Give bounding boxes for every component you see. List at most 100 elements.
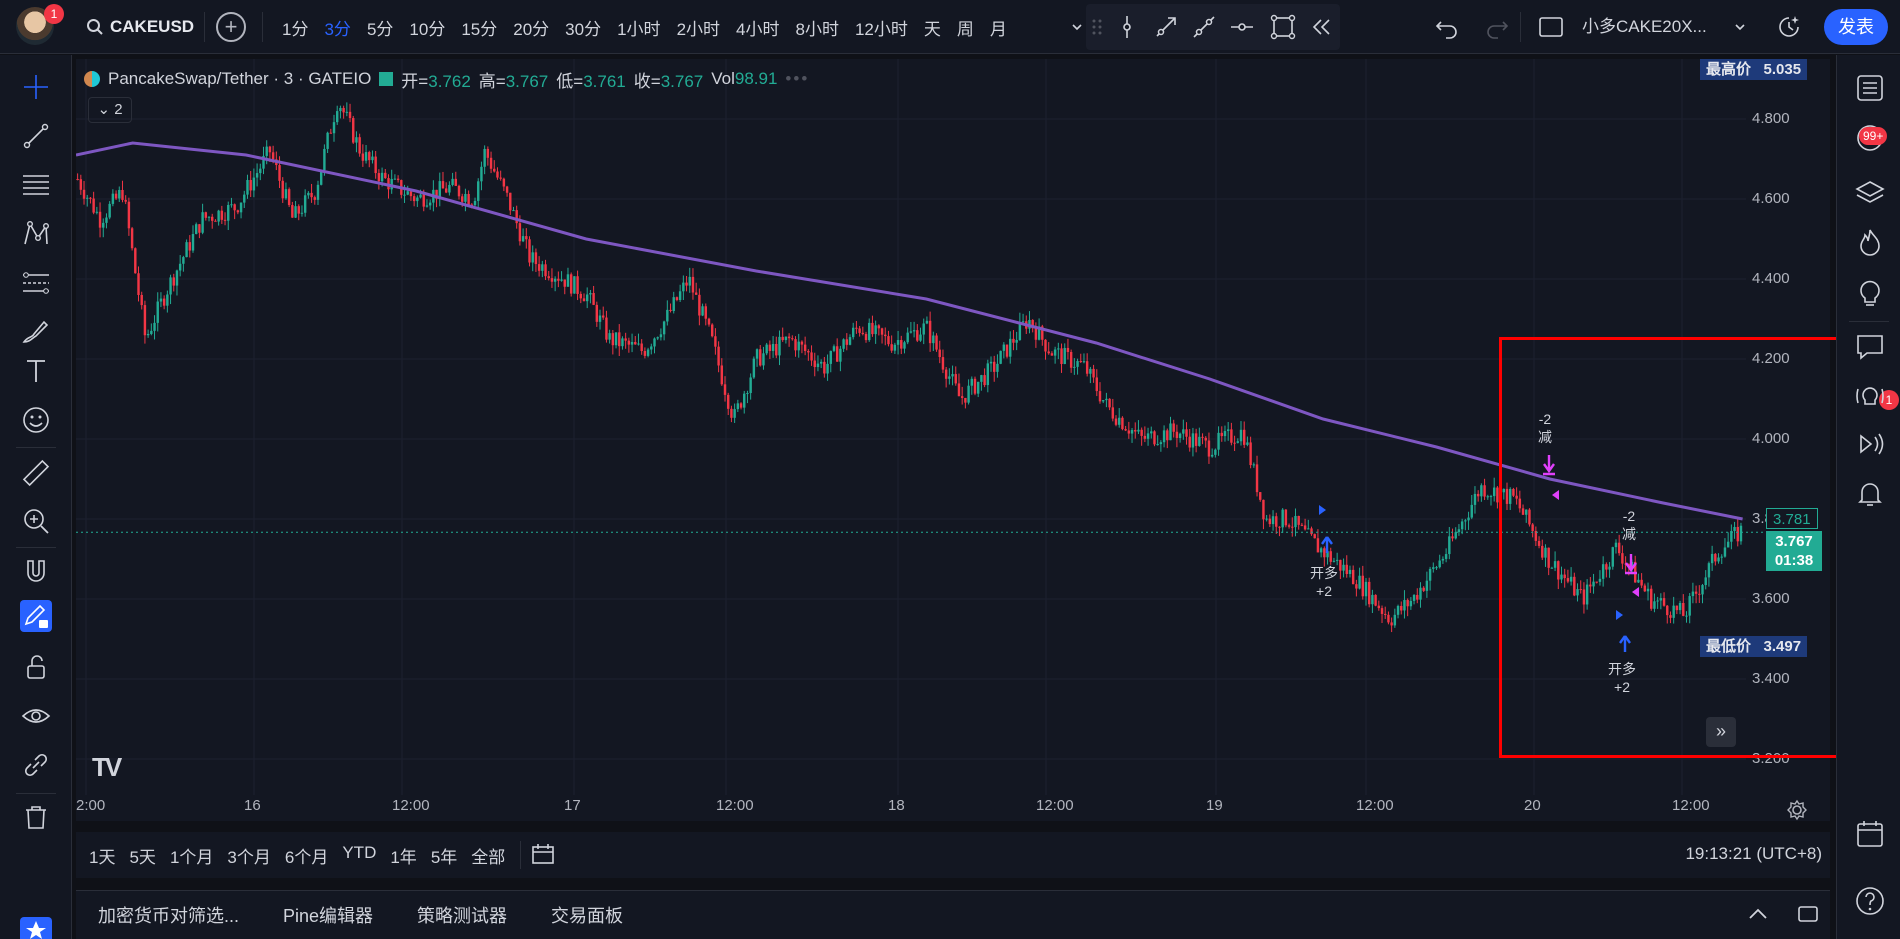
candle-body	[1569, 576, 1573, 582]
interval-button[interactable]: 3分	[324, 19, 351, 39]
hotlist-flame-icon[interactable]	[1853, 226, 1887, 260]
interval-button[interactable]: 周	[956, 19, 974, 39]
interval-button[interactable]: 20分	[513, 19, 550, 39]
symbol-search-button[interactable]: CAKEUSD	[86, 12, 194, 42]
compare-symbol-button[interactable]: +	[216, 12, 246, 42]
scroll-to-realtime-button[interactable]: »	[1706, 717, 1736, 747]
unlock-icon[interactable]	[20, 651, 52, 683]
layout-name-button[interactable]: 小多CAKE20X...	[1582, 17, 1707, 36]
zoom-in-icon[interactable]	[20, 505, 52, 537]
legend-title[interactable]: PancakeSwap/Tether · 3 · GATEIO	[108, 69, 372, 88]
interval-button[interactable]: 天	[923, 19, 941, 39]
time-axis[interactable]: 2:00 16 12:00 17 12:00 18 12:00 19 12:00 20 12:00	[76, 797, 1830, 821]
publish-button[interactable]: 发表	[1824, 9, 1888, 45]
interval-button[interactable]: 30分	[565, 19, 602, 39]
interval-button[interactable]: 12小时	[854, 19, 908, 39]
eye-icon[interactable]	[20, 700, 52, 732]
lock-drawings-button[interactable]	[20, 600, 52, 632]
chart-pane[interactable]	[75, 59, 1830, 821]
panel-tab[interactable]: 加密货币对筛选...	[98, 906, 240, 926]
ideas-stream-icon[interactable]	[1853, 379, 1887, 413]
candle-body	[300, 212, 304, 214]
prediction-tool-icon[interactable]	[20, 267, 52, 299]
panel-tab[interactable]: 交易面板	[551, 906, 624, 926]
range-button[interactable]: 6个月	[284, 847, 329, 867]
brush-icon[interactable]	[20, 316, 52, 348]
vertical-line-icon[interactable]	[1114, 14, 1140, 40]
settings-gear-icon[interactable]	[1786, 799, 1808, 821]
replay-stream-icon[interactable]	[1853, 427, 1887, 461]
rectangle-icon[interactable]	[1268, 12, 1298, 42]
candle-body	[182, 257, 185, 264]
fib-retracement-icon[interactable]	[20, 169, 52, 201]
layout-icon[interactable]	[1536, 12, 1566, 42]
trend-line-icon[interactable]	[1191, 14, 1217, 40]
interval-button[interactable]: 4小时	[736, 19, 780, 39]
pattern-tool-icon[interactable]	[20, 218, 52, 250]
price-chart[interactable]	[75, 59, 1830, 821]
interval-button[interactable]: 8小时	[795, 19, 839, 39]
horizontal-ray-icon[interactable]	[1229, 14, 1255, 40]
range-button[interactable]: 1个月	[169, 847, 214, 867]
magnet-icon[interactable]	[20, 556, 52, 588]
emoji-icon[interactable]	[20, 404, 52, 436]
chevron-down-icon[interactable]	[1070, 20, 1084, 34]
trend-line-tool-icon[interactable]	[20, 120, 52, 152]
calendar-icon[interactable]	[1853, 817, 1887, 851]
goto-date-icon[interactable]	[529, 841, 557, 869]
range-button[interactable]: 1天	[89, 847, 116, 867]
undo-icon[interactable]	[1432, 12, 1462, 42]
notifications-bell-icon[interactable]	[1853, 476, 1887, 510]
range-button[interactable]: YTD	[342, 842, 377, 862]
favorites-star-button[interactable]	[20, 917, 52, 939]
candle-body	[1085, 361, 1089, 374]
interval-button[interactable]: 10分	[409, 19, 446, 39]
panel-tab[interactable]: 策略测试器	[417, 906, 508, 926]
link-icon[interactable]	[20, 749, 52, 781]
timezone-clock[interactable]: 19:13:21 (UTC+8)	[1685, 844, 1822, 863]
chevron-up-icon[interactable]	[1744, 900, 1772, 928]
candle-body	[835, 346, 839, 362]
chevron-down-icon[interactable]	[1733, 20, 1747, 34]
range-button[interactable]: 全部	[471, 847, 506, 867]
candle-body	[585, 294, 589, 302]
candle-body	[287, 189, 291, 206]
arrow-line-icon[interactable]	[1153, 14, 1179, 40]
maximize-panel-icon[interactable]	[1794, 900, 1822, 928]
range-button[interactable]: 5天	[129, 847, 156, 867]
help-icon[interactable]	[1853, 884, 1887, 918]
top-toolbar: 1 CAKEUSD + 1分 3分 5分 10分 15分 20分 30分 1小时 2小时 4小时 8…	[0, 0, 1900, 54]
chat-icon[interactable]	[1853, 329, 1887, 363]
text-tool-icon[interactable]	[20, 355, 52, 387]
ideas-lightbulb-icon[interactable]	[1853, 276, 1887, 310]
drag-handle-icon[interactable]	[1092, 17, 1102, 37]
range-button[interactable]: 5年	[430, 847, 458, 867]
rewind-icon[interactable]	[1310, 15, 1334, 39]
candle-body	[1582, 589, 1586, 605]
interval-button[interactable]: 5分	[366, 19, 394, 39]
interval-button[interactable]: 1分	[282, 19, 309, 39]
candle-body	[118, 189, 121, 199]
indicator-collapse-button[interactable]: ⌄ 2	[88, 97, 132, 123]
interval-button[interactable]: 月	[989, 19, 1007, 39]
tradingview-logo[interactable]: TV	[92, 752, 122, 782]
layers-icon[interactable]	[1853, 176, 1887, 210]
range-button[interactable]: 3个月	[227, 847, 271, 867]
interval-button[interactable]: 15分	[461, 19, 498, 39]
ruler-icon[interactable]	[20, 457, 52, 489]
candle-body	[534, 252, 538, 265]
redo-icon[interactable]	[1482, 12, 1512, 42]
panel-tab[interactable]: Pine编辑器	[283, 906, 374, 926]
candle-body	[496, 171, 499, 178]
interval-button[interactable]: 1小时	[617, 19, 661, 39]
interval-button[interactable]: 2小时	[676, 19, 721, 39]
crosshair-icon[interactable]	[20, 71, 52, 103]
sell-flag-marker	[1552, 490, 1559, 500]
more-icon[interactable]: •••	[785, 69, 810, 88]
open-long-marker: 开多 +2	[1310, 564, 1338, 600]
range-button[interactable]: 1年	[390, 847, 417, 867]
trash-icon[interactable]	[20, 801, 52, 833]
candle-body	[1018, 322, 1022, 340]
watchlist-icon[interactable]	[1853, 71, 1887, 105]
quick-search-icon[interactable]	[1774, 12, 1804, 42]
